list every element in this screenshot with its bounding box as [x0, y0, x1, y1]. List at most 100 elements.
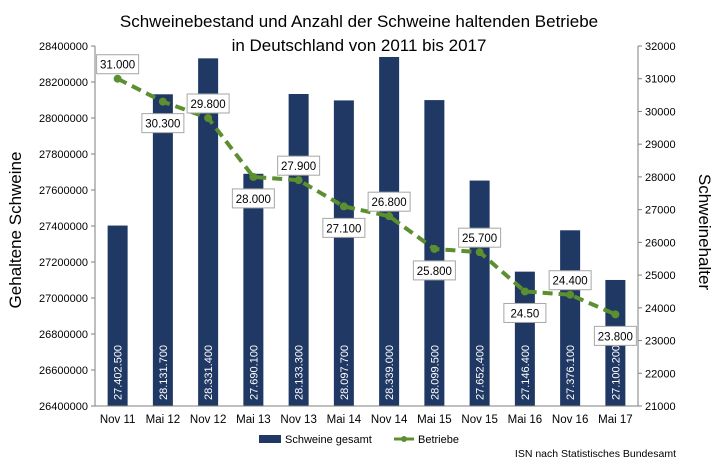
right-tick-label: 22000	[645, 368, 676, 380]
right-tick-label: 29000	[645, 139, 676, 151]
right-tick-label: 32000	[645, 41, 676, 53]
line-data-label: 26.800	[372, 197, 407, 209]
left-tick-label: 27600000	[39, 185, 88, 197]
x-tick-label: Mai 14	[327, 414, 362, 426]
line-data-label: 29.800	[191, 99, 226, 111]
line-data-label: 30.300	[145, 119, 180, 131]
right-tick-label: 26000	[645, 237, 676, 249]
x-tick-label: Nov 13	[280, 414, 316, 426]
bar-series	[107, 56, 626, 407]
x-tick-label: Nov 11	[100, 414, 136, 426]
chart-title-line2: in Deutschland von 2011 bis 2017	[232, 36, 487, 55]
line-data-label: 24.50	[510, 308, 539, 320]
line-label-box	[548, 270, 592, 291]
line-marker	[158, 97, 167, 106]
line-label-box	[322, 217, 366, 238]
left-tick-label: 28400000	[39, 41, 88, 53]
bar	[198, 58, 219, 407]
line-data-label: 25.800	[417, 266, 452, 278]
line-data-label: 31.000	[100, 60, 135, 72]
line-label-box	[96, 54, 140, 75]
line-series	[113, 74, 620, 319]
legend: Schweine gesamt Betriebe	[259, 434, 459, 446]
line-label-box	[231, 188, 275, 209]
left-y-axis: 26400000 26600000 26800000 27000000 27200000…	[39, 41, 96, 413]
bar-data-label: 28.097.700	[339, 345, 351, 400]
legend-bar-label: Schweine gesamt	[285, 434, 372, 446]
left-tick-label: 28000000	[39, 113, 88, 125]
line-data-label: 25.700	[462, 233, 497, 245]
bar	[424, 100, 445, 406]
bar-data-label: 28.339.000	[384, 345, 396, 400]
bar-data-label: 27.100.200	[610, 345, 622, 400]
right-tick-label: 23000	[645, 336, 676, 348]
left-tick-label: 27800000	[39, 149, 88, 161]
bar	[243, 173, 264, 406]
bar-data-label: 27.690.100	[248, 345, 260, 400]
line-label-box	[141, 113, 185, 134]
left-tick-label: 26600000	[39, 365, 88, 377]
line-marker	[249, 172, 258, 181]
x-tick-label: Mai 15	[417, 414, 452, 426]
x-tick-label: Mai 13	[236, 414, 271, 426]
line-marker	[204, 114, 213, 122]
line-marker	[611, 310, 620, 319]
line-data-label: 28.000	[236, 194, 271, 206]
line-path	[116, 76, 617, 317]
line-label-box	[277, 155, 321, 176]
right-tick-label: 28000	[645, 172, 676, 184]
line-label-box	[412, 260, 456, 281]
right-tick-label: 21000	[645, 401, 676, 413]
x-axis: Nov 11 Mai 12 Nov 12 Mai 13 Nov 13 Mai 14 Nov …	[95, 405, 638, 426]
line-marker	[566, 290, 575, 299]
bar	[333, 100, 354, 406]
x-tick-label: Mai 12	[146, 414, 181, 426]
line-marker	[385, 212, 394, 221]
source-note: ISN nach Statistisches Bundesamt	[515, 448, 676, 460]
chart-title-line1: Schweinebestand und Anzahl der Schweine …	[120, 12, 598, 31]
left-tick-label: 26400000	[39, 401, 88, 413]
x-tick-label: Nov 14	[371, 414, 408, 426]
bar	[152, 94, 173, 406]
line-marker	[430, 244, 439, 253]
left-tick-label: 26800000	[39, 329, 88, 341]
bar-data-label: 28.331.400	[203, 345, 215, 400]
legend-line-marker	[401, 436, 407, 442]
x-tick-label: Nov 15	[461, 414, 497, 426]
line-label-box	[367, 191, 411, 212]
right-y-axis: 21000 22000 23000 24000 25000 26000 27000 28000…	[637, 41, 676, 413]
line-label-box	[503, 302, 547, 323]
left-tick-label: 27200000	[39, 257, 88, 269]
left-tick-label: 27000000	[39, 293, 88, 305]
bar-label-group: 27.402.500 28.131.700 28.331.400 27.690.100…	[113, 345, 623, 400]
line-data-label: 27.100	[326, 223, 361, 235]
line-marker	[475, 248, 484, 257]
line-label-box	[593, 325, 637, 346]
right-tick-label: 27000	[645, 205, 676, 217]
line-data-label: 27.900	[281, 161, 316, 173]
x-tick-label: Mai 16	[508, 414, 543, 426]
left-axis-title: Gehaltene Schweine	[6, 152, 25, 309]
x-tick-label: Nov 12	[190, 414, 226, 426]
x-tick-label: Mai 17	[598, 414, 633, 426]
line-marker	[520, 287, 529, 296]
legend-line-label: Betriebe	[418, 434, 459, 446]
line-marker	[294, 176, 303, 185]
right-tick-label: 25000	[645, 270, 676, 282]
bar-data-label: 27.402.500	[113, 345, 125, 400]
bar	[107, 225, 128, 406]
bar	[379, 56, 400, 406]
right-axis-title: Schweinehalter	[695, 174, 714, 291]
legend-bar-swatch	[259, 435, 281, 443]
bar-data-label: 27.146.400	[520, 345, 532, 400]
right-tick-label: 30000	[645, 106, 676, 118]
line-label-group: 31.000 30.300 29.800 28.000 27.900 27.100 26.8…	[96, 54, 637, 346]
bar-data-label: 28.131.700	[158, 345, 170, 400]
left-tick-label: 27400000	[39, 221, 88, 233]
line-data-label: 24.400	[553, 276, 588, 288]
line-data-label: 23.800	[598, 331, 633, 343]
line-marker	[113, 74, 122, 83]
bar-data-label: 28.133.300	[294, 345, 306, 400]
right-tick-label: 31000	[645, 74, 676, 86]
x-tick-label: Nov 16	[552, 414, 588, 426]
